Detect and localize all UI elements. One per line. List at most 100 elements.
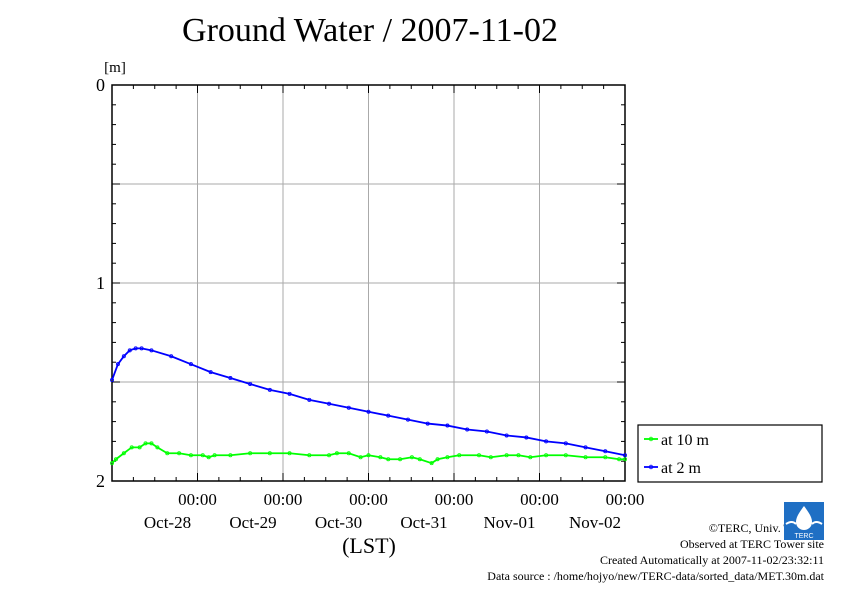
data-point — [127, 348, 132, 353]
y-tick-label: 0 — [96, 75, 105, 95]
y-tick-label: 1 — [96, 273, 105, 293]
data-point — [327, 453, 332, 458]
data-point — [188, 453, 193, 458]
x-tick-label-date: Oct-30 — [315, 513, 362, 532]
credit-copyright: ©TERC, Univ. Tsukuba — [708, 521, 824, 535]
data-point — [137, 445, 142, 450]
data-point — [603, 449, 608, 454]
legend-swatch-marker — [648, 464, 654, 470]
data-point — [327, 401, 332, 406]
data-point — [617, 457, 622, 462]
data-point — [358, 455, 363, 460]
data-point — [287, 391, 292, 396]
data-point — [115, 362, 120, 367]
data-point — [544, 453, 549, 458]
data-point — [405, 417, 410, 422]
data-point — [425, 421, 430, 426]
data-point — [524, 435, 529, 440]
data-point — [248, 381, 253, 386]
data-point — [435, 457, 440, 462]
data-point — [267, 387, 272, 392]
series-line-1 — [111, 347, 626, 457]
data-point — [603, 455, 608, 460]
x-tick-label-date: Nov-01 — [484, 513, 536, 532]
data-point — [465, 427, 470, 432]
x-tick-label-date: Oct-28 — [144, 513, 191, 532]
data-point — [516, 453, 521, 458]
data-point — [366, 453, 371, 458]
data-point — [623, 453, 628, 458]
data-point — [177, 451, 182, 456]
data-point — [228, 376, 233, 381]
credits-block: ©TERC, Univ. Tsukuba Observed at TERC To… — [487, 520, 824, 584]
x-tick-label-date: Oct-29 — [229, 513, 276, 532]
data-point — [457, 453, 462, 458]
credit-observed: Observed at TERC Tower site — [679, 537, 824, 551]
y-axis-label: [m] — [104, 60, 126, 76]
terc-logo: TERC — [784, 502, 824, 545]
data-point — [188, 362, 193, 367]
x-tick-label-time: 00:00 — [520, 490, 559, 509]
data-point — [113, 457, 118, 462]
data-point — [149, 441, 154, 446]
data-point — [334, 451, 339, 456]
data-point — [212, 453, 217, 458]
x-tick-label-time: 00:00 — [178, 490, 217, 509]
chart-title: Ground Water / 2007-11-02 — [182, 12, 558, 49]
data-point — [169, 354, 174, 359]
credit-source: Data source : /home/hojyo/new/TERC-data/… — [487, 569, 824, 583]
data-point — [155, 445, 160, 450]
data-point — [563, 453, 568, 458]
legend-label: at 10 m — [661, 432, 710, 449]
data-point — [248, 451, 253, 456]
data-point — [398, 457, 403, 462]
credit-created: Created Automatically at 2007-11-02/23:3… — [599, 553, 824, 567]
svg-text:TERC: TERC — [794, 533, 813, 540]
data-point — [149, 348, 154, 353]
data-point — [206, 455, 211, 460]
x-tick-label-date: Oct-31 — [400, 513, 447, 532]
data-point — [143, 441, 148, 446]
data-point — [445, 423, 450, 428]
data-point — [583, 455, 588, 460]
legend-box — [637, 424, 823, 483]
data-point — [110, 461, 115, 466]
data-point — [121, 451, 126, 456]
data-point — [488, 455, 493, 460]
x-tick-label-time: 00:00 — [264, 490, 303, 509]
data-point — [409, 455, 414, 460]
data-point — [563, 441, 568, 446]
data-point — [417, 457, 422, 462]
x-tick-label-time: 00:00 — [349, 490, 388, 509]
data-point — [208, 370, 213, 375]
data-point — [378, 455, 383, 460]
data-point — [200, 453, 205, 458]
x-axis-label: (LST) — [342, 533, 396, 558]
data-point — [504, 433, 509, 438]
data-point — [528, 455, 533, 460]
data-point — [544, 439, 549, 444]
x-tick-label-date: Nov-02 — [569, 513, 621, 532]
legend-swatch-marker — [648, 436, 654, 442]
x-tick-label-time: 00:00 — [435, 490, 474, 509]
data-point — [307, 453, 312, 458]
data-point — [429, 461, 434, 466]
data-point — [366, 409, 371, 414]
data-point — [504, 453, 509, 458]
data-point — [484, 429, 489, 434]
data-point — [165, 451, 170, 456]
data-point — [386, 413, 391, 418]
data-point — [307, 397, 312, 402]
data-point — [121, 354, 126, 359]
data-point — [267, 451, 272, 456]
legend-label: at 2 m — [661, 460, 702, 477]
data-point — [287, 451, 292, 456]
x-tick-label-time: 00:00 — [606, 490, 645, 509]
data-point — [476, 453, 481, 458]
data-point — [346, 451, 351, 456]
data-point — [139, 346, 144, 351]
data-point — [228, 453, 233, 458]
data-point — [386, 457, 391, 462]
data-point — [133, 346, 138, 351]
